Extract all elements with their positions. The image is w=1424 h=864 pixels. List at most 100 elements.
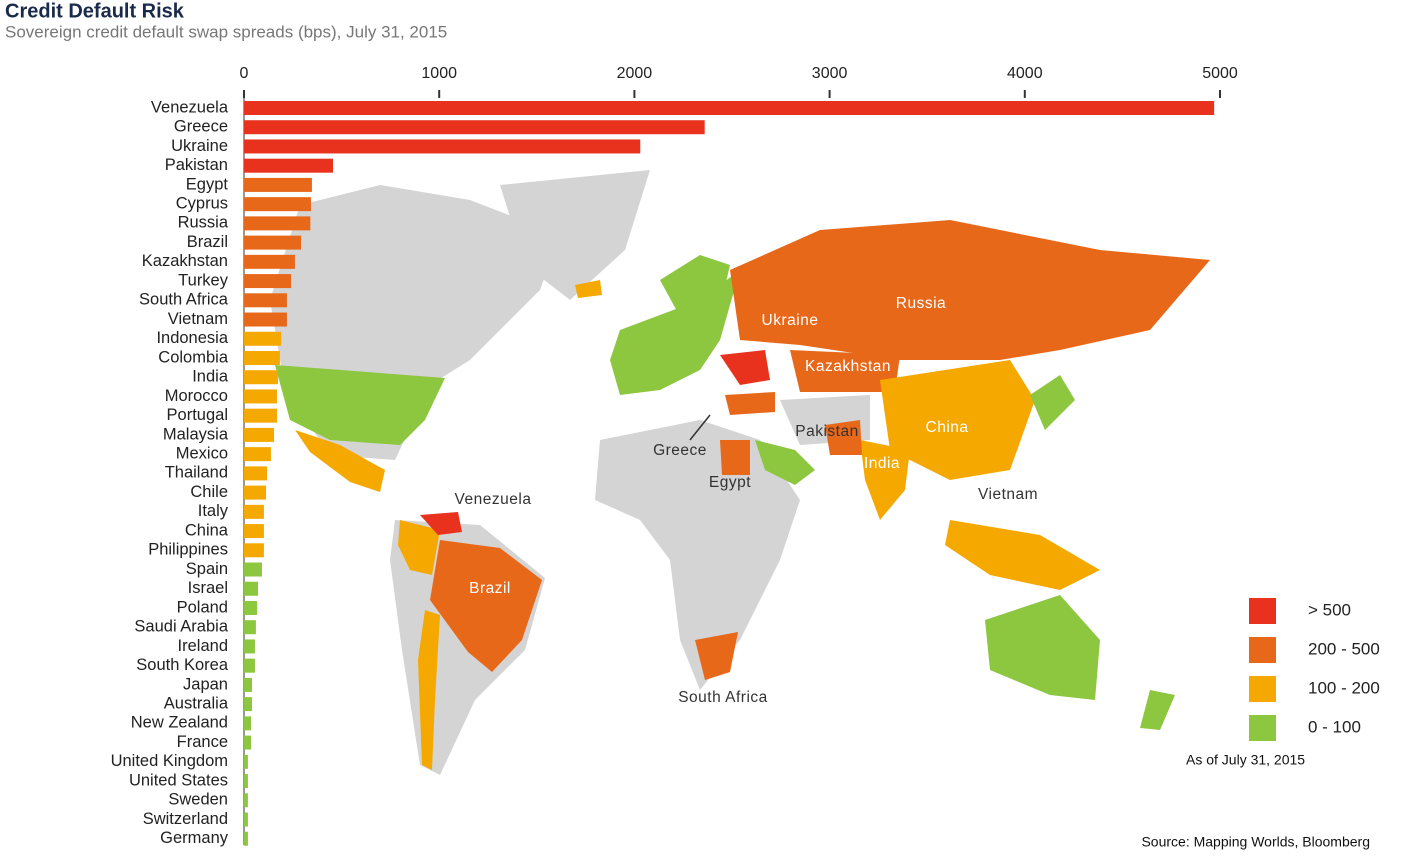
bar [244,254,295,269]
bar [244,812,248,827]
chart-subtitle: Sovereign credit default swap spreads (b… [5,22,447,41]
legend-swatch [1249,598,1276,624]
bar [244,274,292,289]
bar [244,331,282,346]
map-label: Pakistan [795,423,858,440]
bar [244,543,264,558]
venezuela-shape [420,512,462,535]
category-label: Italy [198,502,229,520]
bar [244,197,311,212]
category-label: Brazil [187,233,228,251]
x-tick-label: 2000 [617,65,653,82]
bar [244,504,264,519]
bar [244,754,248,769]
category-label: Saudi Arabia [134,618,228,636]
x-tick-label: 0 [240,65,249,82]
category-label: Spain [186,560,228,578]
bar [244,793,248,808]
new-zealand-shape [1140,690,1175,730]
bar [244,774,248,789]
category-label: Colombia [158,348,229,366]
india-shape [860,440,910,520]
bar [244,177,312,192]
southeast-asia [945,520,1100,590]
usa [275,365,445,445]
bar [244,658,255,673]
category-label: Ukraine [171,137,228,155]
category-label: China [185,521,229,539]
bar [244,139,641,154]
category-label: India [192,368,229,386]
chart-title: Credit Default Risk [5,0,185,22]
category-label: Germany [160,829,229,847]
bar [244,562,262,577]
legend-label: 0 - 100 [1308,717,1361,736]
bar [244,408,277,423]
greenland [500,170,650,300]
category-label: Greece [174,118,228,136]
map-label: South Africa [678,689,768,706]
category-label: Israel [188,579,228,597]
mexico [295,430,385,492]
category-label: Vietnam [168,310,228,328]
date-note: As of July 31, 2015 [1186,752,1305,768]
ukraine-shape [720,350,770,385]
saudi-arabia [755,440,815,485]
legend-label: 200 - 500 [1308,639,1380,658]
category-label: Malaysia [163,425,229,443]
bar [244,581,259,596]
category-label: Kazakhstan [142,252,228,270]
map-label: Russia [896,295,946,312]
category-label: United Kingdom [111,752,228,770]
bar [244,600,258,615]
x-tick-label: 4000 [1007,65,1043,82]
bar [244,524,264,539]
world-map [270,170,1210,775]
category-label: Switzerland [143,810,228,828]
category-label: Poland [177,598,228,616]
bar [244,716,252,731]
greece-pointer [689,414,711,441]
bar [244,389,277,404]
category-label: South Africa [139,291,229,309]
category-label: Chile [190,483,228,501]
category-label: Mexico [176,444,228,462]
russia-shape [730,220,1210,360]
legend-swatch [1249,715,1276,741]
china-shape [880,360,1035,480]
africa [595,420,800,690]
bar [244,158,334,173]
category-label: United States [129,771,228,789]
iceland [575,280,602,298]
bar [244,120,705,135]
pakistan-shape [825,420,862,455]
map-label: Brazil [469,580,511,597]
map-label: China [926,419,969,436]
bar [244,350,280,365]
x-tick-label: 5000 [1202,65,1238,82]
australia-shape [985,595,1100,700]
category-label: Sweden [168,791,228,809]
category-label: South Korea [136,656,229,674]
bar [244,466,268,481]
legend-swatch [1249,676,1276,702]
category-label: Cyprus [176,195,228,213]
colombia [398,520,440,575]
chile [418,610,440,770]
bar [244,101,1215,115]
brazil [430,540,542,672]
map-label: Venezuela [455,491,532,508]
bar [244,697,253,712]
category-label: Thailand [165,464,228,482]
bar [244,312,287,327]
x-tick-label: 1000 [421,65,457,82]
map-label: Vietnam [978,486,1038,503]
bar [244,620,256,635]
scandinavia [660,255,730,335]
category-label: Indonesia [156,329,228,347]
map-label: Kazakhstan [805,358,891,375]
bar [244,293,287,308]
category-label: Russia [178,214,229,232]
map-label: India [864,455,900,472]
